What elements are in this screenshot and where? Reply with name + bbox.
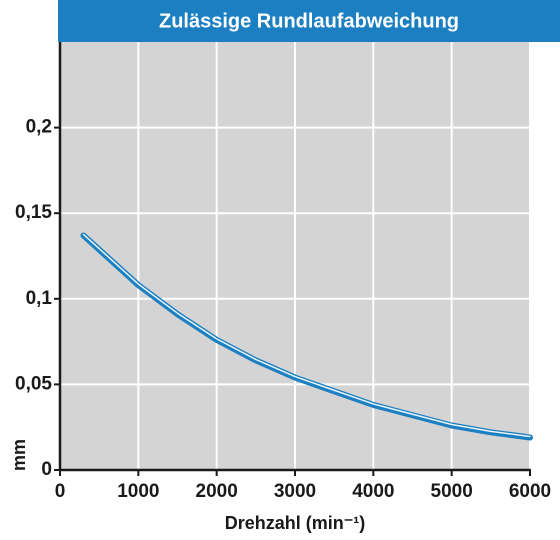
title-bar <box>58 0 560 42</box>
y-tick-label: 0 <box>41 459 52 480</box>
x-axis-label: Drehzahl (min⁻¹) <box>225 513 366 533</box>
y-axis-label: mm <box>9 439 29 471</box>
curve <box>80 232 533 441</box>
y-tick-label: 0,1 <box>26 288 53 309</box>
x-tick-label: 0 <box>55 481 66 502</box>
x-tick-label: 5000 <box>431 481 473 502</box>
x-tick-label: 4000 <box>352 481 394 502</box>
curve-highlight <box>82 233 531 438</box>
y-tick-label: 0,15 <box>15 202 52 223</box>
x-tick-label: 2000 <box>196 481 238 502</box>
y-tick-label: 0,05 <box>15 373 52 394</box>
chart-title: Zulässige Rundlaufabweichung <box>159 10 459 32</box>
y-tick-label: 0,2 <box>26 117 52 138</box>
x-tick-label: 1000 <box>117 481 159 502</box>
x-tick-label: 6000 <box>509 481 551 502</box>
x-tick-label: 3000 <box>274 481 316 502</box>
